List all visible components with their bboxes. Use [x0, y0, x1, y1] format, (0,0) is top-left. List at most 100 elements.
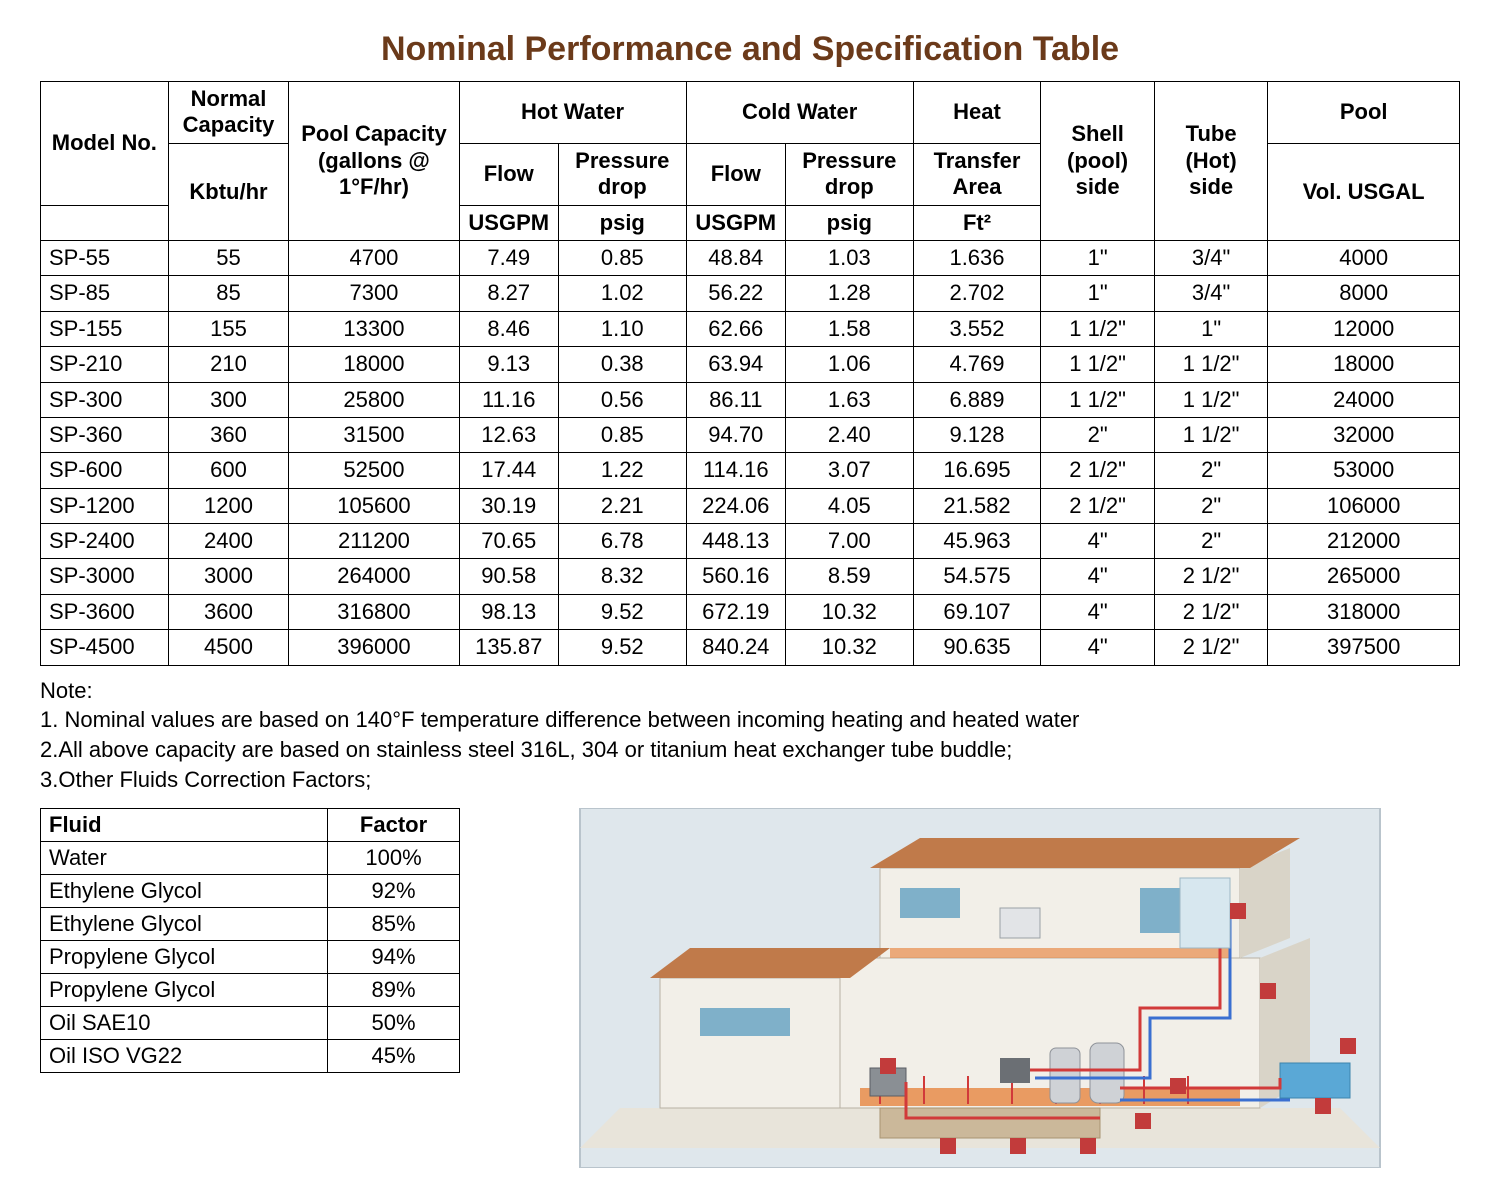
cell-tube: 2": [1154, 488, 1268, 523]
factors-table: Fluid Factor Water100%Ethylene Glycol92%…: [40, 808, 460, 1073]
th-cold-pressure: Pressure drop: [785, 143, 913, 205]
cell-cap: 3000: [168, 559, 289, 594]
cell-pool_cap: 18000: [289, 347, 459, 382]
table-row: SP-1200120010560030.192.21224.064.0521.5…: [41, 488, 1460, 523]
cell-cp: 1.58: [785, 311, 913, 346]
cell-cap: 360: [168, 417, 289, 452]
th-cold-psig: psig: [785, 205, 913, 240]
cell-model: SP-1200: [41, 488, 169, 523]
cell-cf: 840.24: [686, 630, 785, 665]
cell-cf: 94.70: [686, 417, 785, 452]
cell-hf: 98.13: [459, 594, 558, 629]
cell-cp: 1.63: [785, 382, 913, 417]
cell-model: SP-600: [41, 453, 169, 488]
cell-tube: 1": [1154, 311, 1268, 346]
house-svg: [500, 808, 1460, 1168]
table-row: Oil SAE1050%: [41, 1007, 460, 1040]
note-3: 3.Other Fluids Correction Factors;: [40, 765, 1460, 795]
table-row: SP-6006005250017.441.22114.163.0716.6952…: [41, 453, 1460, 488]
cell-area: 90.635: [913, 630, 1041, 665]
cell-cf: 62.66: [686, 311, 785, 346]
cell-factor: 100%: [328, 842, 460, 875]
cell-tube: 3/4": [1154, 240, 1268, 275]
cell-fluid: Oil SAE10: [41, 1007, 328, 1040]
cell-pool_cap: 52500: [289, 453, 459, 488]
th-model-blank: [41, 205, 169, 240]
cell-pool_cap: 264000: [289, 559, 459, 594]
cell-model: SP-4500: [41, 630, 169, 665]
cell-vol: 397500: [1268, 630, 1460, 665]
th-cold-usgpm: USGPM: [686, 205, 785, 240]
table-row: Propylene Glycol89%: [41, 974, 460, 1007]
cell-vol: 212000: [1268, 524, 1460, 559]
cell-hf: 8.46: [459, 311, 558, 346]
cell-model: SP-155: [41, 311, 169, 346]
cell-hp: 2.21: [558, 488, 686, 523]
cell-hp: 9.52: [558, 630, 686, 665]
cell-fluid: Propylene Glycol: [41, 941, 328, 974]
cell-hf: 8.27: [459, 276, 558, 311]
cell-area: 6.889: [913, 382, 1041, 417]
cell-tube: 2": [1154, 524, 1268, 559]
cell-hf: 30.19: [459, 488, 558, 523]
cell-pool_cap: 211200: [289, 524, 459, 559]
th-transfer-area: Transfer Area: [913, 143, 1041, 205]
th-hot-water: Hot Water: [459, 82, 686, 144]
cell-hp: 0.85: [558, 240, 686, 275]
cell-hp: 0.85: [558, 417, 686, 452]
cell-pool_cap: 316800: [289, 594, 459, 629]
cell-hf: 9.13: [459, 347, 558, 382]
cell-tube: 2": [1154, 453, 1268, 488]
spec-table: Model No. Normal Capacity Pool Capacity …: [40, 81, 1460, 666]
th-heat: Heat: [913, 82, 1041, 144]
cell-shell: 1 1/2": [1041, 311, 1155, 346]
cell-shell: 1 1/2": [1041, 382, 1155, 417]
cell-shell: 4": [1041, 594, 1155, 629]
th-hot-flow: Flow: [459, 143, 558, 205]
cell-area: 3.552: [913, 311, 1041, 346]
cell-tube: 2 1/2": [1154, 594, 1268, 629]
table-row: SP-3000300026400090.588.32560.168.5954.5…: [41, 559, 1460, 594]
cell-vol: 32000: [1268, 417, 1460, 452]
cell-hp: 1.22: [558, 453, 686, 488]
table-row: SP-555547007.490.8548.841.031.6361"3/4"4…: [41, 240, 1460, 275]
table-row: SP-858573008.271.0256.221.282.7021"3/4"8…: [41, 276, 1460, 311]
cell-cp: 1.28: [785, 276, 913, 311]
cell-model: SP-3600: [41, 594, 169, 629]
cell-model: SP-55: [41, 240, 169, 275]
table-row: Ethylene Glycol85%: [41, 908, 460, 941]
cell-cp: 1.06: [785, 347, 913, 382]
note-2: 2.All above capacity are based on stainl…: [40, 735, 1460, 765]
cell-factor: 45%: [328, 1040, 460, 1073]
cell-cp: 8.59: [785, 559, 913, 594]
cell-fluid: Ethylene Glycol: [41, 908, 328, 941]
cell-vol: 18000: [1268, 347, 1460, 382]
cell-pool_cap: 7300: [289, 276, 459, 311]
cell-pool_cap: 105600: [289, 488, 459, 523]
th-vol-usgal: Vol. USGAL: [1268, 143, 1460, 240]
cell-area: 4.769: [913, 347, 1041, 382]
cell-shell: 2 1/2": [1041, 488, 1155, 523]
cell-factor: 89%: [328, 974, 460, 1007]
table-row: SP-45004500396000135.879.52840.2410.3290…: [41, 630, 1460, 665]
th-factor: Factor: [328, 809, 460, 842]
cell-cp: 3.07: [785, 453, 913, 488]
cell-cap: 300: [168, 382, 289, 417]
cell-hp: 8.32: [558, 559, 686, 594]
table-row: Propylene Glycol94%: [41, 941, 460, 974]
cell-cap: 3600: [168, 594, 289, 629]
cell-pool_cap: 25800: [289, 382, 459, 417]
cell-shell: 1 1/2": [1041, 347, 1155, 382]
cell-hp: 1.02: [558, 276, 686, 311]
cell-tube: 2 1/2": [1154, 630, 1268, 665]
cell-factor: 92%: [328, 875, 460, 908]
cell-cf: 48.84: [686, 240, 785, 275]
cell-area: 16.695: [913, 453, 1041, 488]
cell-hf: 90.58: [459, 559, 558, 594]
cell-area: 54.575: [913, 559, 1041, 594]
cell-tube: 1 1/2": [1154, 347, 1268, 382]
notes-block: Note: 1. Nominal values are based on 140…: [40, 676, 1460, 795]
cell-fluid: Oil ISO VG22: [41, 1040, 328, 1073]
note-1: 1. Nominal values are based on 140°F tem…: [40, 705, 1460, 735]
cell-cp: 2.40: [785, 417, 913, 452]
